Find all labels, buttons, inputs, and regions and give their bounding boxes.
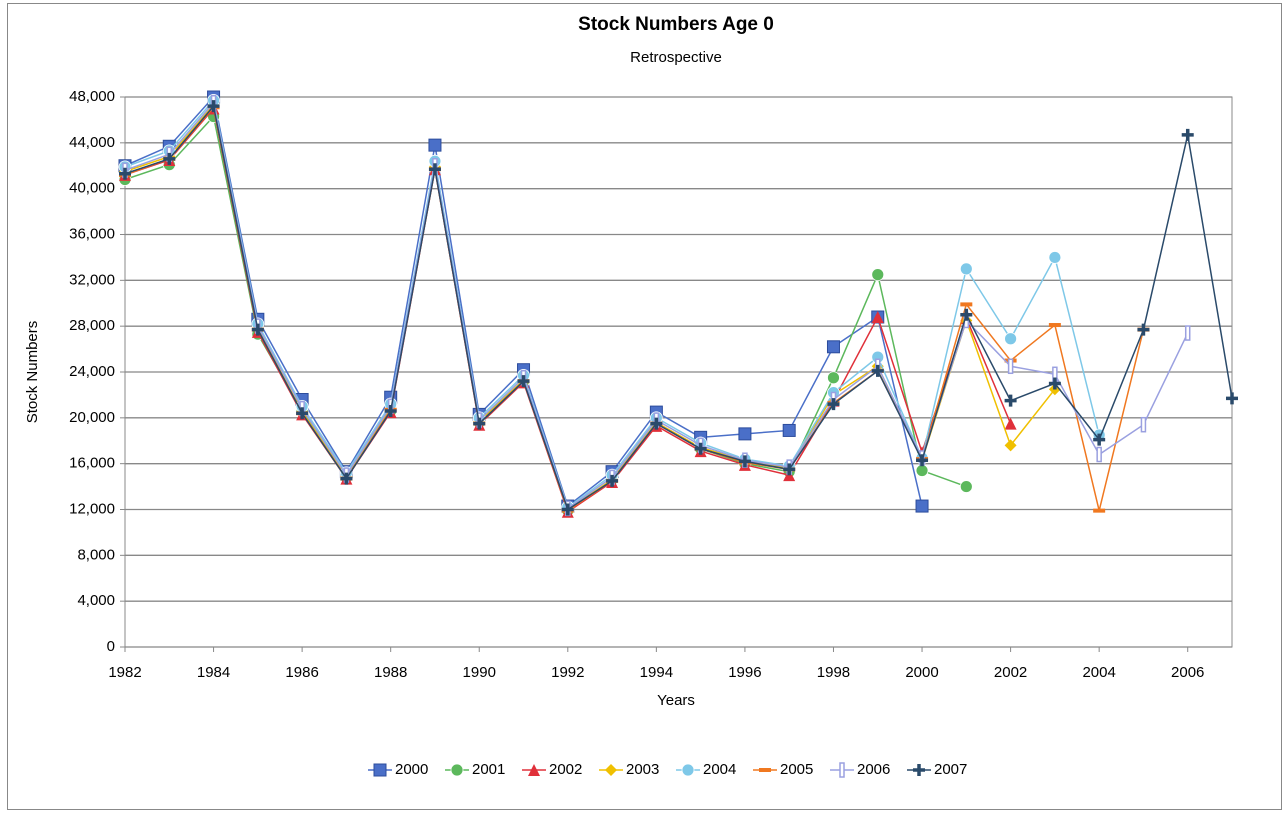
marker xyxy=(1048,323,1061,328)
marker xyxy=(517,375,530,388)
marker xyxy=(1007,358,1014,375)
x-axis-label: Years xyxy=(657,692,695,709)
marker xyxy=(871,364,884,377)
marker xyxy=(1181,128,1194,141)
legend-label: 2000 xyxy=(395,761,428,778)
marker xyxy=(119,167,131,180)
y-tick-label: 0 xyxy=(107,638,115,655)
series-line xyxy=(124,104,1233,511)
marker xyxy=(738,427,752,441)
x-tick-label: 2000 xyxy=(905,664,938,681)
marker xyxy=(827,398,840,411)
legend-label: 2004 xyxy=(703,761,736,778)
legend-label: 2007 xyxy=(934,761,967,778)
y-tick-label: 16,000 xyxy=(69,455,115,472)
marker xyxy=(782,423,796,437)
marker xyxy=(450,763,464,777)
y-tick-label: 40,000 xyxy=(69,180,115,197)
marker xyxy=(694,442,707,455)
x-tick-label: 1982 xyxy=(108,664,141,681)
marker xyxy=(783,463,796,476)
x-tick-label: 1996 xyxy=(728,664,761,681)
marker xyxy=(871,268,885,282)
marker xyxy=(960,308,973,321)
marker xyxy=(428,163,441,176)
x-tick-label: 2006 xyxy=(1171,664,1204,681)
y-tick-label: 44,000 xyxy=(69,134,115,151)
marker xyxy=(681,763,695,777)
marker xyxy=(871,311,884,323)
x-tick-label: 1998 xyxy=(817,664,850,681)
marker xyxy=(1004,394,1017,407)
marker xyxy=(1096,446,1102,463)
marker xyxy=(759,768,771,772)
marker xyxy=(913,764,925,776)
y-tick-label: 32,000 xyxy=(69,271,115,288)
marker xyxy=(251,323,264,336)
marker xyxy=(1093,433,1106,446)
marker xyxy=(839,762,845,778)
y-axis-label: Stock Numbers xyxy=(24,321,41,424)
marker xyxy=(207,100,220,113)
y-tick-label: 24,000 xyxy=(69,363,115,380)
y-tick-label: 12,000 xyxy=(69,500,115,517)
marker xyxy=(959,480,973,493)
x-tick-label: 1990 xyxy=(463,664,496,681)
chart-subtitle: Retrospective xyxy=(630,49,722,66)
x-tick-label: 2004 xyxy=(1082,664,1115,681)
marker xyxy=(384,404,397,417)
x-tick-label: 1994 xyxy=(640,664,673,681)
marker xyxy=(1004,417,1017,430)
marker xyxy=(1048,377,1061,390)
marker xyxy=(1184,325,1191,341)
x-tick-label: 1984 xyxy=(197,664,230,681)
marker xyxy=(373,763,387,777)
legend-label: 2001 xyxy=(472,761,505,778)
marker xyxy=(1093,508,1106,513)
marker xyxy=(827,371,840,385)
y-tick-label: 48,000 xyxy=(69,88,115,105)
y-tick-label: 8,000 xyxy=(77,546,115,563)
marker xyxy=(1140,416,1147,433)
marker xyxy=(738,455,751,468)
marker xyxy=(605,764,617,776)
marker xyxy=(959,262,973,276)
x-tick-label: 1988 xyxy=(374,664,407,681)
legend-label: 2005 xyxy=(780,761,813,778)
marker xyxy=(473,417,486,430)
chart-title: Stock Numbers Age 0 xyxy=(578,14,774,35)
legend-label: 2006 xyxy=(857,761,890,778)
marker xyxy=(606,474,619,487)
y-tick-label: 4,000 xyxy=(77,592,115,609)
y-tick-label: 20,000 xyxy=(69,409,115,426)
marker xyxy=(1226,392,1238,405)
legend-label: 2003 xyxy=(626,761,659,778)
x-tick-label: 1992 xyxy=(551,664,584,681)
marker xyxy=(1048,251,1062,264)
marker xyxy=(1004,332,1017,346)
marker xyxy=(960,302,973,307)
y-tick-label: 36,000 xyxy=(69,225,115,242)
marker xyxy=(915,499,929,513)
marker xyxy=(561,503,574,516)
marker xyxy=(340,472,353,485)
x-tick-label: 1986 xyxy=(285,664,318,681)
marker xyxy=(428,138,442,152)
x-tick-label: 2002 xyxy=(994,664,1027,681)
marker xyxy=(1137,323,1150,336)
y-tick-label: 28,000 xyxy=(69,317,115,334)
marker xyxy=(163,152,176,165)
marker xyxy=(916,454,929,467)
legend-label: 2002 xyxy=(549,761,582,778)
marker xyxy=(1004,439,1017,452)
marker xyxy=(650,417,663,430)
marker xyxy=(296,407,309,420)
marker xyxy=(528,764,540,776)
plot-area xyxy=(124,96,1233,648)
marker xyxy=(826,340,840,354)
marker xyxy=(915,464,929,477)
